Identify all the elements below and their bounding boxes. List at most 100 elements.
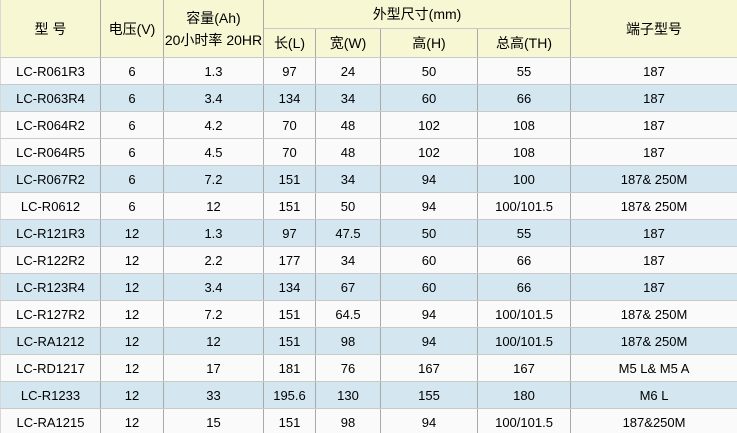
cell-total-height: 100	[477, 165, 572, 193]
cell-height: 102	[380, 138, 478, 166]
table-row: LC-R121R3 12 1.3 97 47.5 50 55 187	[0, 219, 737, 247]
cell-terminal: 187	[570, 57, 737, 85]
cell-voltage: 6	[100, 192, 164, 220]
cell-height: 94	[380, 408, 478, 433]
cell-length: 134	[263, 273, 316, 301]
cell-total-height: 108	[477, 138, 572, 166]
cell-length: 70	[263, 111, 316, 139]
cell-voltage: 12	[100, 300, 164, 328]
table-row: LC-R067R2 6 7.2 151 34 94 100 187& 250M	[0, 165, 737, 193]
header-terminal: 端子型号	[570, 0, 737, 58]
table-row: LC-R064R5 6 4.5 70 48 102 108 187	[0, 138, 737, 166]
cell-terminal: 187&250M	[570, 408, 737, 433]
cell-terminal: 187	[570, 246, 737, 274]
cell-total-height: 100/101.5	[477, 327, 572, 355]
cell-width: 34	[315, 84, 381, 112]
cell-total-height: 100/101.5	[477, 192, 572, 220]
cell-total-height: 180	[477, 381, 572, 409]
cell-total-height: 66	[477, 246, 572, 274]
cell-model: LC-R063R4	[0, 84, 101, 112]
cell-total-height: 66	[477, 273, 572, 301]
table-row: LC-R061R3 6 1.3 97 24 50 55 187	[0, 57, 737, 85]
cell-model: LC-RD1217	[0, 354, 101, 382]
cell-height: 60	[380, 273, 478, 301]
cell-capacity: 12	[163, 192, 264, 220]
cell-height: 94	[380, 300, 478, 328]
cell-width: 67	[315, 273, 381, 301]
cell-height: 50	[380, 219, 478, 247]
header-row-top: 型 号 电压(V) 容量(Ah) 20小时率 20HR 外型尺寸(mm) 端子型…	[0, 0, 737, 58]
cell-terminal: 187& 250M	[570, 165, 737, 193]
table-body: LC-R061R3 6 1.3 97 24 50 55 187 LC-R063R4 6 3.4 134…	[0, 57, 737, 433]
cell-voltage: 6	[100, 138, 164, 166]
cell-terminal: 187& 250M	[570, 192, 737, 220]
cell-height: 167	[380, 354, 478, 382]
cell-height: 94	[380, 192, 478, 220]
cell-width: 47.5	[315, 219, 381, 247]
cell-model: LC-RA1212	[0, 327, 101, 355]
header-capacity-line1: 容量(Ah)	[186, 9, 241, 26]
cell-capacity: 1.3	[163, 219, 264, 247]
cell-terminal: 187	[570, 111, 737, 139]
table-row: LC-R063R4 6 3.4 134 34 60 66 187	[0, 84, 737, 112]
cell-voltage: 12	[100, 381, 164, 409]
cell-height: 94	[380, 165, 478, 193]
cell-width: 34	[315, 165, 381, 193]
cell-length: 177	[263, 246, 316, 274]
cell-length: 151	[263, 300, 316, 328]
cell-voltage: 12	[100, 408, 164, 433]
cell-model: LC-R064R5	[0, 138, 101, 166]
table-row: LC-R1233 12 33 195.6 130 155 180 M6 L	[0, 381, 737, 409]
cell-voltage: 12	[100, 354, 164, 382]
cell-width: 24	[315, 57, 381, 85]
cell-length: 195.6	[263, 381, 316, 409]
header-voltage: 电压(V)	[100, 0, 164, 58]
cell-capacity: 4.5	[163, 138, 264, 166]
table-header: 型 号 电压(V) 容量(Ah) 20小时率 20HR 外型尺寸(mm) 端子型…	[0, 0, 737, 58]
table-row: LC-R0612 6 12 151 50 94 100/101.5 187& 250M	[0, 192, 737, 220]
cell-total-height: 100/101.5	[477, 408, 572, 433]
cell-model: LC-R061R3	[0, 57, 101, 85]
cell-model: LC-RA1215	[0, 408, 101, 433]
cell-capacity: 7.2	[163, 300, 264, 328]
cell-capacity: 3.4	[163, 84, 264, 112]
cell-model: LC-R064R2	[0, 111, 101, 139]
cell-model: LC-R067R2	[0, 165, 101, 193]
cell-width: 64.5	[315, 300, 381, 328]
cell-length: 151	[263, 165, 316, 193]
cell-width: 98	[315, 408, 381, 433]
cell-capacity: 33	[163, 381, 264, 409]
cell-capacity: 4.2	[163, 111, 264, 139]
cell-capacity: 2.2	[163, 246, 264, 274]
header-capacity: 容量(Ah) 20小时率 20HR	[163, 0, 264, 58]
cell-model: LC-R123R4	[0, 273, 101, 301]
cell-capacity: 7.2	[163, 165, 264, 193]
cell-length: 97	[263, 219, 316, 247]
header-height: 高(H)	[380, 28, 478, 58]
table-row: LC-R123R4 12 3.4 134 67 60 66 187	[0, 273, 737, 301]
cell-model: LC-R127R2	[0, 300, 101, 328]
cell-voltage: 6	[100, 84, 164, 112]
cell-height: 50	[380, 57, 478, 85]
cell-model: LC-R121R3	[0, 219, 101, 247]
cell-width: 34	[315, 246, 381, 274]
cell-capacity: 3.4	[163, 273, 264, 301]
cell-height: 94	[380, 327, 478, 355]
cell-width: 76	[315, 354, 381, 382]
header-dimensions-group: 外型尺寸(mm)	[263, 0, 572, 29]
header-length: 长(L)	[263, 28, 316, 58]
header-width: 宽(W)	[315, 28, 381, 58]
cell-total-height: 55	[477, 57, 572, 85]
table-row: LC-RA1215 12 15 151 98 94 100/101.5 187&250M	[0, 408, 737, 433]
table-row: LC-R064R2 6 4.2 70 48 102 108 187	[0, 111, 737, 139]
header-row-sub: 长(L) 宽(W) 高(H) 总高(TH)	[1, 28, 737, 58]
cell-length: 151	[263, 408, 316, 433]
cell-total-height: 66	[477, 84, 572, 112]
cell-length: 151	[263, 327, 316, 355]
cell-total-height: 55	[477, 219, 572, 247]
cell-terminal: 187	[570, 219, 737, 247]
cell-length: 181	[263, 354, 316, 382]
cell-voltage: 12	[100, 273, 164, 301]
